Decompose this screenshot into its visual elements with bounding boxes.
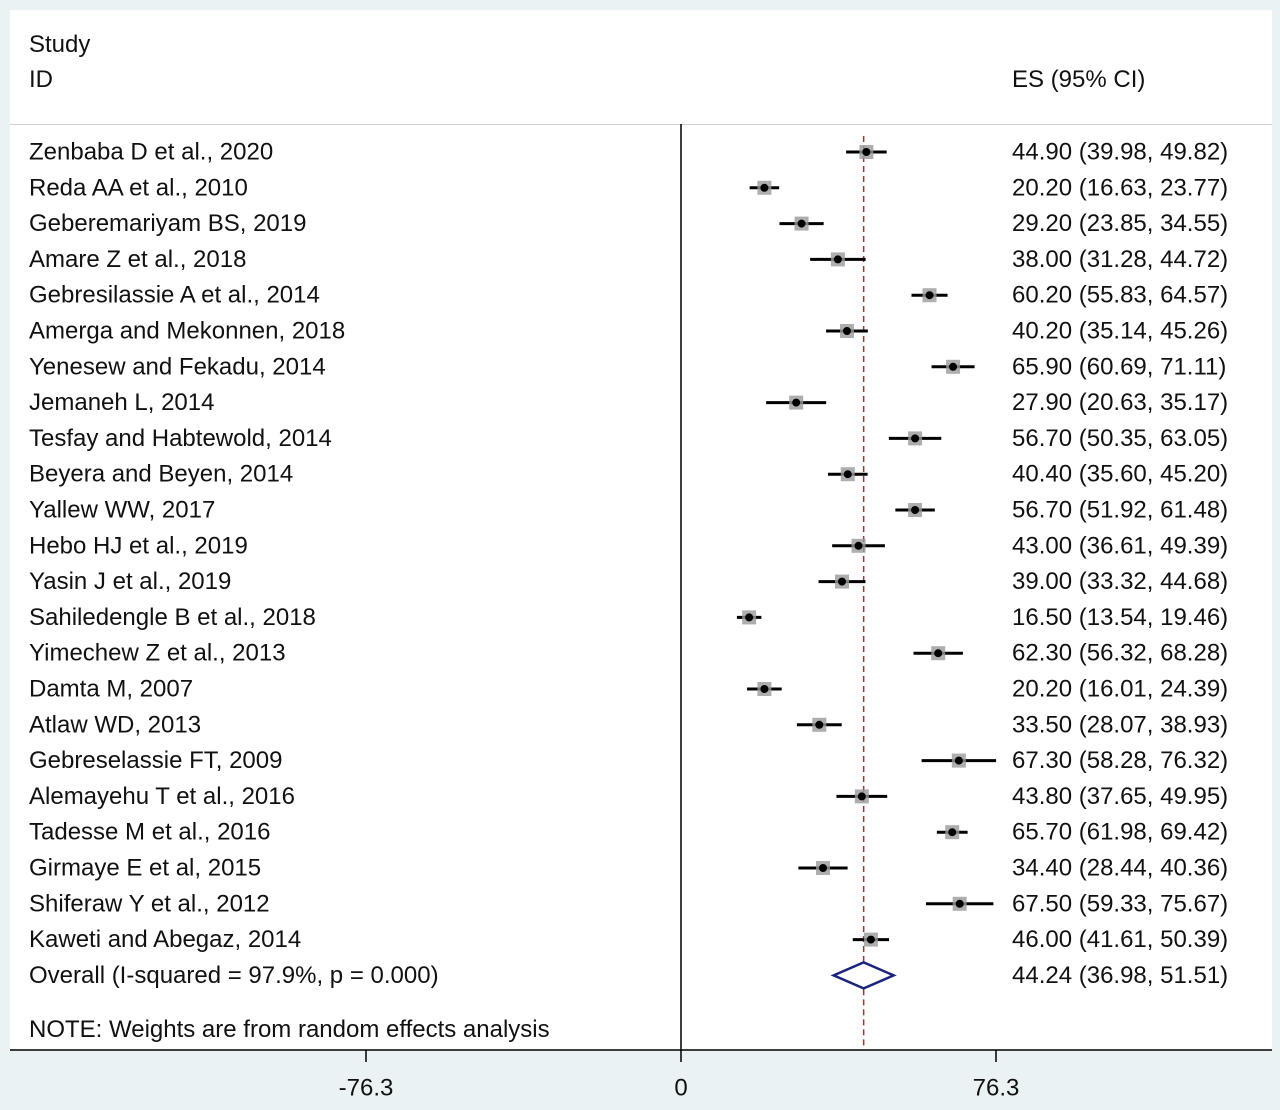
study-name: Geberemariyam BS, 2019	[29, 210, 306, 237]
study-point-marker	[857, 792, 866, 801]
study-es-label: 27.90 (20.63, 35.17)	[1012, 389, 1228, 416]
study-point-marker	[815, 720, 824, 729]
study-name: Yenesew and Fekadu, 2014	[29, 353, 326, 380]
study-point-marker	[934, 649, 943, 658]
study-name: Shiferaw Y et al., 2012	[29, 890, 270, 917]
study-name: Gebresilassie A et al., 2014	[29, 282, 320, 309]
study-es-label: 16.50 (13.54, 19.46)	[1012, 604, 1228, 631]
study-point-marker	[838, 577, 847, 586]
study-es-label: 34.40 (28.44, 40.36)	[1012, 855, 1228, 882]
study-name: Amare Z et al., 2018	[29, 246, 246, 273]
study-point-marker	[911, 506, 920, 514]
study-name: Gebreselassie FT, 2009	[29, 747, 282, 774]
study-es-label: 60.20 (55.83, 64.57)	[1012, 282, 1228, 309]
study-point-marker	[955, 899, 964, 908]
study-point-marker	[954, 756, 963, 765]
study-name: Tesfay and Habtewold, 2014	[29, 425, 332, 452]
study-es-label: 40.20 (35.14, 45.26)	[1012, 318, 1228, 345]
study-es-label: 65.90 (60.69, 71.11)	[1012, 353, 1226, 380]
x-tick-label: 76.3	[973, 1075, 1020, 1102]
es-column-header: ES (95% CI)	[1012, 66, 1146, 93]
study-es-label: 44.90 (39.98, 49.82)	[1012, 139, 1228, 166]
study-es-label: 46.00 (41.61, 50.39)	[1012, 926, 1228, 953]
study-name: Yimechew Z et al., 2013	[29, 640, 286, 667]
study-es-label: 38.00 (31.28, 44.72)	[1012, 246, 1228, 273]
study-es-label: 29.20 (23.85, 34.55)	[1012, 210, 1228, 237]
study-es-label: 33.50 (28.07, 38.93)	[1012, 711, 1228, 738]
study-es-label: 56.70 (51.92, 61.48)	[1012, 497, 1228, 524]
study-name: Zenbaba D et al., 2020	[29, 139, 273, 166]
header-separator	[10, 124, 1272, 125]
study-point-marker	[925, 291, 934, 300]
study-name: Beyera and Beyen, 2014	[29, 461, 293, 488]
study-name: Yasin J et al., 2019	[29, 568, 231, 595]
study-point-marker	[948, 828, 957, 837]
study-point-marker	[760, 685, 769, 693]
study-name: Atlaw WD, 2013	[29, 711, 201, 738]
study-es-label: 20.20 (16.63, 23.77)	[1012, 174, 1228, 201]
study-point-marker	[760, 183, 769, 192]
study-name: Hebo HJ et al., 2019	[29, 532, 248, 559]
overall-name: Overall (I-squared = 97.9%, p = 0.000)	[29, 962, 439, 989]
study-es-label: 67.30 (58.28, 76.32)	[1012, 747, 1228, 774]
study-es-label: 40.40 (35.60, 45.20)	[1012, 461, 1228, 488]
study-point-marker	[866, 935, 875, 944]
study-name: Reda AA et al., 2010	[29, 174, 248, 201]
study-name: Damta M, 2007	[29, 676, 193, 703]
x-tick-label: -76.3	[339, 1075, 394, 1102]
study-point-marker	[745, 613, 754, 622]
study-name: Tadesse M et al., 2016	[29, 819, 270, 846]
study-name: Alemayehu T et al., 2016	[29, 783, 295, 810]
study-column-header: Study	[29, 31, 91, 58]
study-es-label: 43.00 (36.61, 49.39)	[1012, 532, 1228, 559]
study-name: Jemaneh L, 2014	[29, 389, 214, 416]
study-point-marker	[854, 541, 863, 550]
study-name: Girmaye E et al, 2015	[29, 855, 261, 882]
study-es-label: 43.80 (37.65, 49.95)	[1012, 783, 1228, 810]
study-point-marker	[797, 219, 806, 228]
study-es-label: 20.20 (16.01, 24.39)	[1012, 676, 1228, 703]
study-name: Sahiledengle B et al., 2018	[29, 604, 316, 631]
study-point-marker	[843, 470, 852, 479]
study-es-label: 39.00 (33.32, 44.68)	[1012, 568, 1228, 595]
id-column-header: ID	[29, 66, 53, 93]
overall-es-label: 44.24 (36.98, 51.51)	[1012, 962, 1228, 989]
x-tick-label: 0	[674, 1075, 687, 1102]
overall-diamond	[830, 961, 897, 990]
study-es-label: 65.70 (61.98, 69.42)	[1012, 819, 1228, 846]
study-name: Yallew WW, 2017	[29, 497, 215, 524]
weights-note: NOTE: Weights are from random effects an…	[29, 1016, 550, 1043]
study-es-label: 67.50 (59.33, 75.67)	[1012, 890, 1228, 917]
study-point-marker	[833, 255, 842, 264]
study-name: Kaweti and Abegaz, 2014	[29, 926, 301, 953]
study-name: Amerga and Mekonnen, 2018	[29, 318, 345, 345]
study-point-marker	[819, 864, 828, 872]
study-es-label: 56.70 (50.35, 63.05)	[1012, 425, 1228, 452]
study-point-marker	[911, 434, 920, 443]
study-point-marker	[949, 362, 958, 371]
plot-area	[10, 10, 1272, 1050]
study-point-marker	[862, 148, 871, 156]
study-point-marker	[842, 327, 851, 335]
study-point-marker	[792, 398, 801, 407]
study-es-label: 62.30 (56.32, 68.28)	[1012, 640, 1228, 667]
